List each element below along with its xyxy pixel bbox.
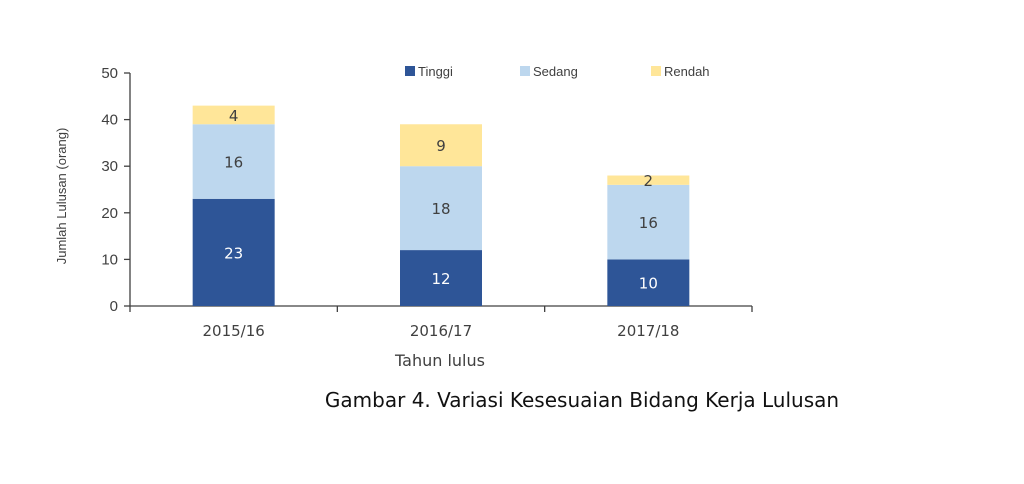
bar-tinggi <box>192 198 275 306</box>
y-tick-label: 30 <box>101 158 118 175</box>
bar-rendah <box>607 175 690 185</box>
bar-rendah <box>400 124 482 167</box>
data-label: 9 <box>436 137 446 155</box>
plot-area: 0 10 20 30 40 50 23 16 4 2015/16 12 18 9 2016/17 10 16 2… <box>101 64 753 340</box>
data-label: 18 <box>431 200 450 218</box>
legend-label: Rendah <box>664 64 710 79</box>
y-tick-label: 40 <box>101 112 118 129</box>
data-label: 23 <box>224 244 243 262</box>
legend-label: Tinggi <box>418 64 453 79</box>
x-axis-label: Tahun lulus <box>394 351 485 370</box>
legend-swatch <box>651 66 661 76</box>
y-tick-label: 20 <box>101 205 118 222</box>
bar-tinggi <box>400 250 482 306</box>
data-label: 12 <box>431 270 450 288</box>
bar-sedang <box>400 166 482 251</box>
data-label: 16 <box>639 214 658 232</box>
bar-rendah <box>192 105 275 125</box>
data-label: 4 <box>229 107 239 125</box>
y-tick-label: 0 <box>110 298 118 315</box>
bar-sedang <box>192 124 275 199</box>
data-label: 10 <box>639 275 658 293</box>
data-label: 16 <box>224 154 243 172</box>
data-label: 2 <box>644 172 654 190</box>
bar-tinggi <box>607 259 690 306</box>
legend-swatch <box>405 66 415 76</box>
legend-swatch <box>520 66 530 76</box>
x-tick-label: 2017/18 <box>617 322 679 340</box>
x-tick-label: 2015/16 <box>203 322 265 340</box>
x-tick-label: 2016/17 <box>410 322 472 340</box>
stacked-bar-chart: 0 10 20 30 40 50 23 16 4 2015/16 12 18 9 2016/17 10 16 2… <box>54 64 753 370</box>
legend-label: Sedang <box>533 64 578 79</box>
y-axis-label: Jumlah Lulusan (orang) <box>54 128 69 265</box>
figure-caption: Gambar 4. Variasi Kesesuaian Bidang Kerj… <box>324 388 840 412</box>
y-tick-label: 10 <box>101 251 118 268</box>
y-tick-label: 50 <box>101 65 118 82</box>
bar-sedang <box>607 184 690 260</box>
